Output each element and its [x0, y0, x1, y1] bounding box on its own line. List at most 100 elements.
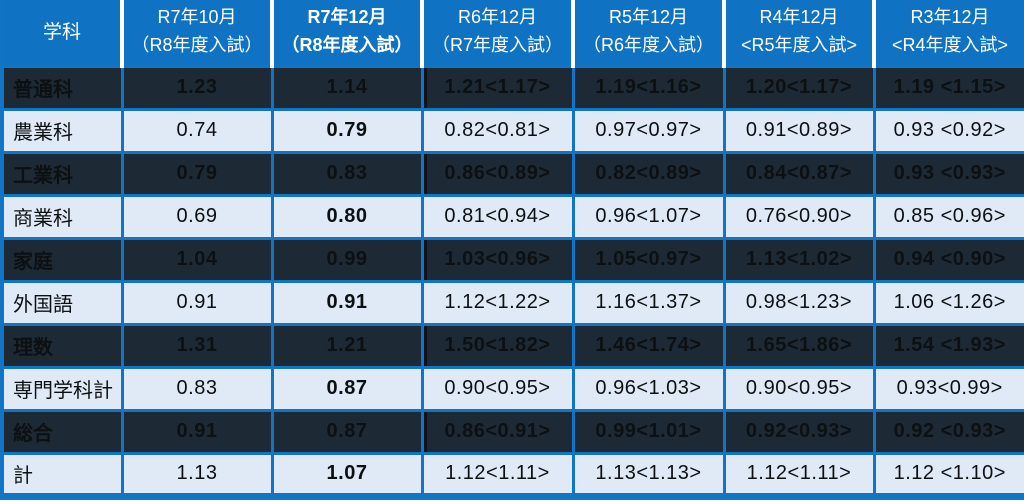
- cell-value: 0.99<1.01>: [571, 408, 726, 455]
- cell-value: 1.54 <1.93>: [872, 322, 1024, 369]
- cell-value: 1.16<1.37>: [571, 279, 726, 326]
- table-row: 工業科 0.79 0.83 0.86<0.89> 0.82<0.89> 0.84…: [0, 150, 1024, 197]
- cell-value: 0.76<0.90>: [722, 193, 876, 240]
- table-row: 計 1.13 1.07 1.12<1.11> 1.13<1.13> 1.12<1…: [0, 451, 1024, 498]
- header-line1: R6年12月: [457, 7, 538, 28]
- cell-value: 1.13<1.02>: [722, 236, 876, 283]
- header-row: 学科 R7年10月 （R8年度入試） R7年12月 （R8年度入試） R6年12…: [2, 0, 1024, 66]
- cell-value: 1.12<1.11>: [420, 451, 575, 498]
- row-label: 普通科: [0, 64, 124, 111]
- cell-value: 0.93<0.99>: [872, 365, 1024, 412]
- table-row: 農業科 0.74 0.79 0.82<0.81> 0.97<0.97> 0.91…: [0, 107, 1024, 154]
- row-label: 農業科: [0, 107, 124, 154]
- cell-value: 1.46<1.74>: [571, 322, 726, 369]
- cell-value: 1.14: [270, 64, 424, 111]
- header-cell-r6-12: R6年12月 （R7年度入試）: [420, 0, 573, 66]
- header-cell-r3-12: R3年12月 <R4年度入試>: [872, 0, 1024, 66]
- row-label: 専門学科計: [0, 365, 124, 412]
- cell-value: 0.74: [120, 107, 274, 154]
- cell-value: 0.92<0.93>: [722, 408, 876, 455]
- cell-value: 1.21<1.17>: [420, 64, 575, 111]
- cell-value: 1.13<1.13>: [571, 451, 726, 498]
- cell-value: 0.99: [270, 236, 424, 283]
- cell-value: 1.05<0.97>: [571, 236, 726, 283]
- cell-value: 0.82<0.89>: [571, 150, 726, 197]
- cell-value: 0.91: [270, 279, 424, 326]
- cell-value: 0.87: [270, 408, 424, 455]
- row-label: 理数: [0, 322, 124, 369]
- header-line2: （R6年度入試）: [582, 35, 714, 56]
- row-label: 商業科: [0, 193, 124, 240]
- cell-value: 1.50<1.82>: [420, 322, 575, 369]
- cell-value: 0.81<0.94>: [420, 193, 575, 240]
- header-cell-r7-10: R7年10月 （R8年度入試）: [120, 0, 272, 66]
- cell-value: 0.94 <0.90>: [872, 236, 1024, 283]
- cell-value: 0.87: [270, 365, 424, 412]
- cell-value: 0.86<0.91>: [420, 408, 575, 455]
- header-line2: （R8年度入試）: [281, 35, 413, 56]
- header-line2: <R4年度入試>: [891, 35, 1009, 56]
- row-label: 計: [0, 451, 124, 498]
- cell-value: 1.12 <1.10>: [872, 451, 1024, 498]
- header-line1: R5年12月: [608, 7, 689, 28]
- cell-value: 0.93 <0.92>: [872, 107, 1024, 154]
- cell-value: 0.92 <0.93>: [872, 408, 1024, 455]
- header-cell-r4-12: R4年12月 <R5年度入試>: [722, 0, 874, 66]
- cell-value: 0.83: [270, 150, 424, 197]
- row-label: 総合: [0, 408, 124, 455]
- header-line2: （R8年度入試）: [131, 35, 263, 56]
- header-line1: R7年10月: [157, 7, 237, 28]
- header-line2: <R5年度入試>: [740, 35, 858, 56]
- cell-value: 1.19 <1.15>: [872, 64, 1024, 111]
- row-label: 工業科: [0, 150, 124, 197]
- cell-value: 0.90<0.95>: [722, 365, 876, 412]
- cell-value: 1.65<1.86>: [722, 322, 876, 369]
- cell-value: 1.19<1.16>: [571, 64, 726, 111]
- cell-value: 0.93 <0.93>: [872, 150, 1024, 197]
- header-line1: R3年12月: [910, 7, 990, 28]
- cell-value: 1.06 <1.26>: [872, 279, 1024, 326]
- cell-value: 1.21: [270, 322, 424, 369]
- table-row: 専門学科計 0.83 0.87 0.90<0.95> 0.96<1.03> 0.…: [0, 365, 1024, 412]
- cell-value: 1.23: [120, 64, 274, 111]
- cell-value: 0.79: [270, 107, 424, 154]
- cell-value: 0.86<0.89>: [420, 150, 575, 197]
- cell-value: 1.04: [120, 236, 274, 283]
- cell-value: 0.82<0.81>: [420, 107, 575, 154]
- header-cell-r5-12: R5年12月 （R6年度入試）: [571, 0, 724, 66]
- cell-value: 0.98<1.23>: [722, 279, 876, 326]
- header-line1: R4年12月: [759, 7, 839, 28]
- cell-value: 0.91: [120, 408, 274, 455]
- cell-value: 0.97<0.97>: [571, 107, 726, 154]
- cell-value: 1.31: [120, 322, 274, 369]
- cell-value: 1.12<1.22>: [420, 279, 575, 326]
- cell-value: 0.85 <0.96>: [872, 193, 1024, 240]
- cell-value: 0.91<0.89>: [722, 107, 876, 154]
- cell-value: 0.83: [120, 365, 274, 412]
- cell-value: 0.96<1.07>: [571, 193, 726, 240]
- cell-value: 0.80: [270, 193, 424, 240]
- header-cell-r7-12: R7年12月 （R8年度入試）: [270, 0, 422, 66]
- table-row: 商業科 0.69 0.80 0.81<0.94> 0.96<1.07> 0.76…: [0, 193, 1024, 240]
- row-label: 家庭: [0, 236, 124, 283]
- header-line2: （R7年度入試）: [431, 35, 563, 56]
- cell-value: 0.91: [120, 279, 274, 326]
- cell-value: 1.13: [120, 451, 274, 498]
- cell-value: 1.03<0.96>: [420, 236, 575, 283]
- table-row: 家庭 1.04 0.99 1.03<0.96> 1.05<0.97> 1.13<…: [0, 236, 1024, 283]
- cell-value: 1.07: [270, 451, 424, 498]
- cell-value: 0.90<0.95>: [420, 365, 575, 412]
- cell-value: 0.84<0.87>: [722, 150, 876, 197]
- cell-value: 0.96<1.03>: [571, 365, 726, 412]
- table-row: 理数 1.31 1.21 1.50<1.82> 1.46<1.74> 1.65<…: [0, 322, 1024, 369]
- cell-value: 0.79: [120, 150, 274, 197]
- header-cell-gakka: 学科: [2, 0, 122, 66]
- cell-value: 0.69: [120, 193, 274, 240]
- cell-value: 1.12<1.11>: [722, 451, 876, 498]
- row-label: 外国語: [0, 279, 124, 326]
- cell-value: 1.20<1.17>: [722, 64, 876, 111]
- table-row: 普通科 1.23 1.14 1.21<1.17> 1.19<1.16> 1.20…: [0, 64, 1024, 111]
- header-line1: R7年12月: [307, 7, 387, 28]
